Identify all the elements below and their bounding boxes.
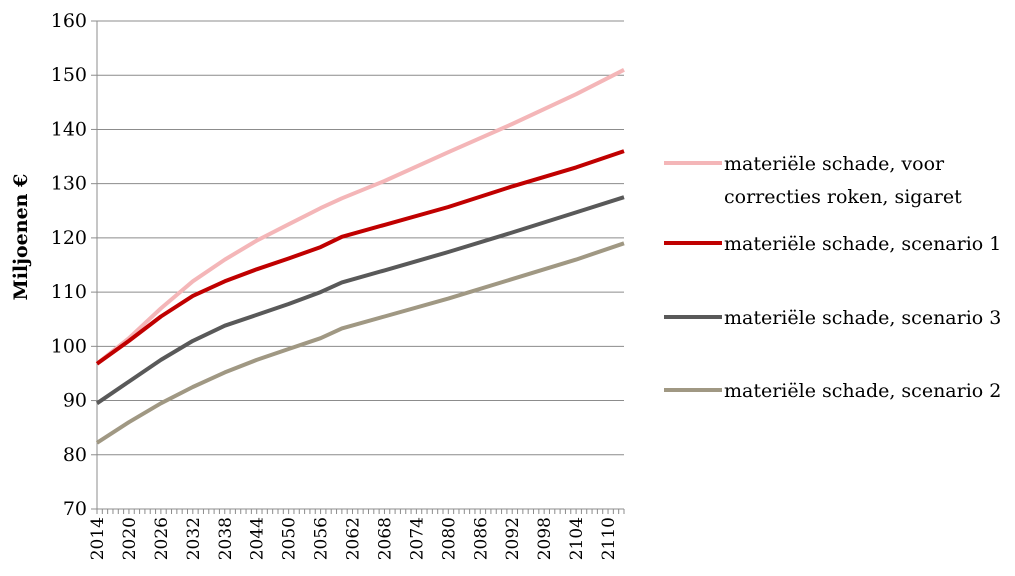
x-tick-labels: 2014 2020 2026 2032 2038 2044 2050 2056 2062 2068… [88,517,619,560]
y-tick-labels: 70 80 90 100 110 120 130 140 150 160 [51,10,87,520]
x-tick-label: 2098 [535,517,555,560]
legend-label: materiële schade, scenario 1 [724,233,1001,255]
x-tick-label: 2032 [184,517,204,560]
x-tick-label: 2038 [216,517,236,560]
y-tick-label: 130 [51,173,87,195]
legend-label: materiële schade, scenario 2 [724,380,1001,402]
x-tick-label: 2068 [375,517,395,560]
x-tick-label: 2086 [471,517,491,560]
series-line-2 [95,149,625,366]
gridlines [97,20,624,456]
x-tick-label: 2074 [407,517,427,560]
x-tick-label: 2026 [152,517,172,560]
y-tick-label: 80 [63,444,87,466]
x-tick-label: 2050 [280,517,300,560]
x-tick-label: 2020 [120,517,140,560]
x-tick-label: 2044 [248,517,268,560]
x-tick-label: 2062 [344,517,364,560]
x-tick-label: 2110 [599,517,619,560]
x-tick-label: 2080 [439,517,459,560]
series-line-1 [95,68,625,366]
y-tick-label: 140 [51,118,87,140]
y-tick-label: 110 [51,281,87,303]
x-tick-label: 2014 [88,517,108,560]
x-tick-label: 2092 [503,517,523,560]
y-tick-label: 160 [51,10,87,32]
x-tick-label: 2056 [312,517,332,560]
legend-label: materiële schade, scenario 3 [724,307,1001,329]
y-tick-label: 100 [51,335,87,357]
y-tick-label: 90 [63,390,87,412]
y-tick-label: 120 [51,227,87,249]
legend-label: materiële schade, voor [724,153,945,175]
legend: materiële schade, voor correcties roken, … [664,153,1001,402]
series-line-4 [95,241,625,445]
legend-label: correcties roken, sigaret [724,186,962,208]
axes [91,20,625,514]
x-tick-label: 2104 [567,517,587,560]
series-line-3 [95,195,625,405]
y-tick-label: 70 [63,498,87,520]
y-axis-label: Miljoenen € [10,174,32,301]
series-lines [95,68,625,445]
y-tick-label: 150 [51,64,87,86]
